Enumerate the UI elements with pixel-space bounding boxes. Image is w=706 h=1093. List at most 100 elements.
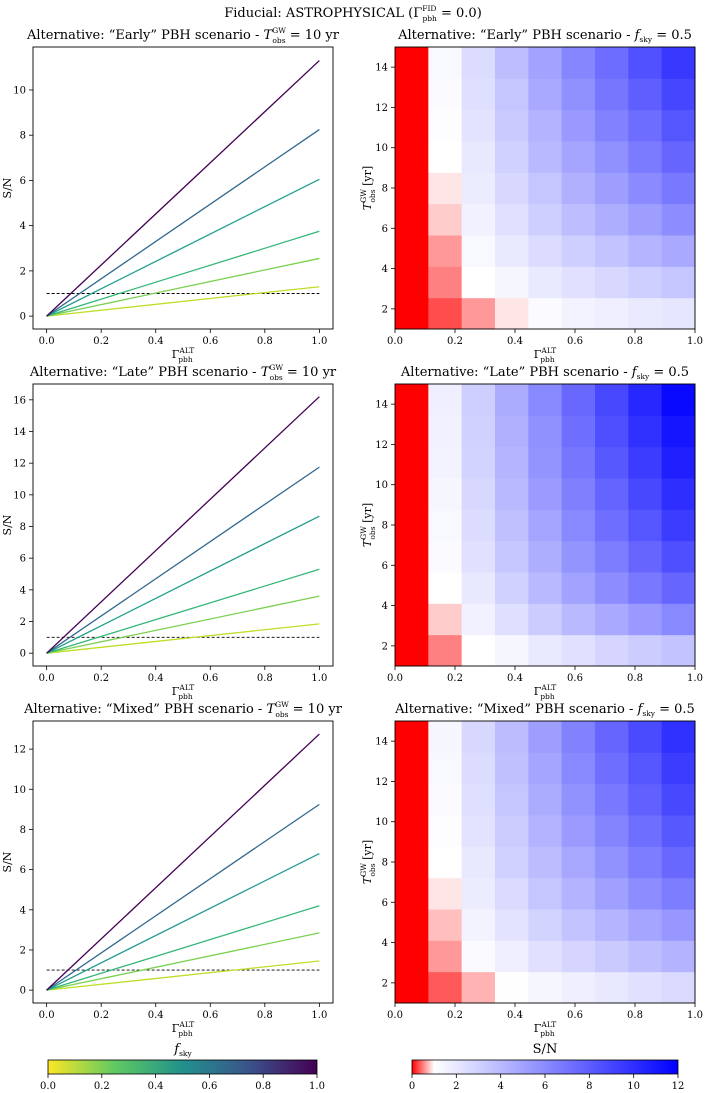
heatmap-cell [528,752,563,785]
y-tick-label: 14 [375,737,388,748]
y-axis-label: S/N [1,851,14,872]
heatmap-cell [428,384,463,416]
axes-frame [32,720,334,1004]
x-axis-label: ΓALT pbh [172,1020,194,1038]
heatmap-cell [528,446,563,479]
x-tick-label: 0.0 [39,673,55,684]
heatmap-cell [661,721,696,753]
heatmap-cell [628,877,663,910]
heatmap-cell [595,266,629,299]
y-tick-label: 14 [375,400,388,411]
heatmap-cell [595,446,629,479]
heatmap-cell [661,940,696,973]
heatmap-cell [628,109,663,142]
y-axis-label: TGWobs [yr] [359,166,377,210]
heatmap-cell [461,721,496,753]
heatmap-cell [628,971,663,1004]
panel-title: Alternative: “Early” PBH scenario - fsky… [397,28,692,44]
heatmap-cell [628,940,663,973]
heatmap-cell [561,478,596,510]
colorbar-sn-label: S/N [533,1042,558,1057]
heatmap-cell [628,203,663,236]
x-tick-label: 0.0 [387,673,403,684]
heatmap-cell [495,940,529,973]
heatmap-cell [428,634,463,667]
heatmap-cell [561,909,596,941]
heatmap-cell [461,446,496,479]
colorbar-tick-label: 0 [409,1081,415,1092]
heatmap-cell [428,203,463,236]
heatmap-cell [395,721,429,753]
heatmap-cell [661,603,696,636]
colorbar-tick-label: 4 [497,1081,503,1092]
colorbar-tick-label: 8 [586,1081,592,1092]
y-tick-label: 12 [375,777,388,788]
y-tick-label: 8 [20,825,26,836]
series-line [46,129,320,317]
heatmap-cell [661,752,696,785]
heatmap-cell [428,297,463,330]
heatmap-cell [661,478,696,510]
x-tick-label: 0.6 [567,673,583,684]
heatmap-cell [561,78,596,111]
heatmap-cell [661,109,696,142]
heatmap-cell [595,297,629,330]
heatmap-cell [428,752,463,785]
heatmap-cell [661,384,696,416]
heatmap-cell [461,109,496,142]
heatmap-cell [561,815,596,847]
heatmap-cell [628,909,663,941]
heatmap-cell [628,297,663,330]
heatmap-cell [661,877,696,910]
heatmap-cell [395,109,429,142]
heatmap-cell [461,297,496,330]
series-line [46,230,320,317]
heatmap-cell [528,172,563,205]
y-tick-label: 8 [382,858,388,869]
heatmap-cell [528,783,563,816]
heatmap-cell [428,109,463,142]
heatmap-cell [495,47,529,79]
heatmap-cell [595,78,629,111]
heatmap-cell [461,478,496,510]
axes-frame [32,383,334,667]
heatmap-cell [461,603,496,636]
heatmap-cell [495,78,529,111]
panel-title: Alternative: “Mixed” PBH scenario - TGW o… [23,700,343,719]
heatmap-cell [528,266,563,299]
heatmap-cell [395,752,429,785]
heatmap-cell [428,971,463,1004]
heatmap-cell [395,47,429,79]
y-tick-label: 10 [13,490,26,501]
colorbar-tick-label: 12 [672,1081,685,1092]
series-line [46,932,320,991]
heatmap-cell [461,415,496,448]
y-tick-label: 12 [375,440,388,451]
heatmap-cell [661,909,696,941]
x-tick-label: 0.2 [93,336,109,347]
heatmap-cell [428,603,463,636]
heatmap-cell [561,415,596,448]
heatmap-cell [528,603,563,636]
heatmap-cell [528,203,563,236]
y-tick-label: 6 [20,865,26,876]
heatmap-cell [595,846,629,879]
heatmap-cell [428,909,463,941]
x-tick-label: 1.0 [687,673,703,684]
heatmap-cell [495,266,529,299]
sn-heatmap-panel: Alternative: “Late” PBH scenario - fsky … [359,365,703,701]
heatmap-cell [628,446,663,479]
series-line [46,960,320,991]
heatmap-cell [628,572,663,604]
heatmap-cell [561,509,596,542]
heatmap-cell [428,78,463,111]
heatmap-cell [461,266,496,299]
y-tick-label: 2 [382,641,388,652]
heatmap-cell [428,540,463,573]
heatmap-cell [561,109,596,142]
y-tick-label: 6 [20,554,26,565]
heatmap-cell [561,846,596,879]
heatmap-cell [461,752,496,785]
heatmap-cell [461,47,496,79]
x-tick-label: 0.0 [39,1010,55,1021]
